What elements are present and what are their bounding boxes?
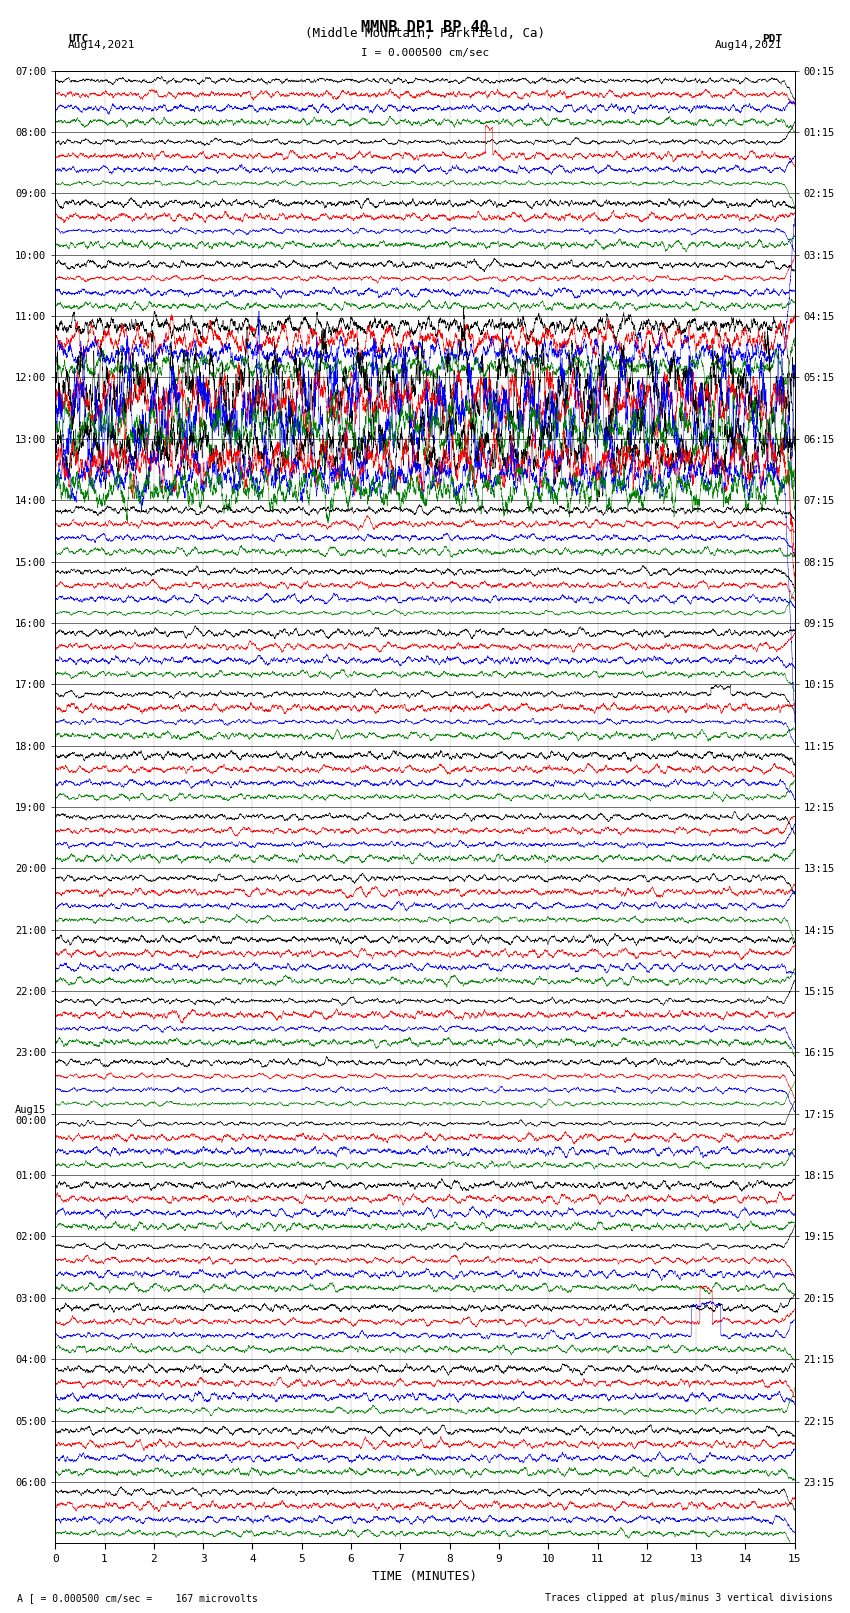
- Text: PDT: PDT: [762, 34, 782, 44]
- Text: A [ = 0.000500 cm/sec =    167 microvolts: A [ = 0.000500 cm/sec = 167 microvolts: [17, 1594, 258, 1603]
- Text: Traces clipped at plus/minus 3 vertical divisions: Traces clipped at plus/minus 3 vertical …: [545, 1594, 833, 1603]
- Text: Aug14,2021: Aug14,2021: [715, 40, 782, 50]
- X-axis label: TIME (MINUTES): TIME (MINUTES): [372, 1569, 478, 1582]
- Text: Aug14,2021: Aug14,2021: [68, 40, 135, 50]
- Text: (Middle Mountain, Parkfield, Ca): (Middle Mountain, Parkfield, Ca): [305, 27, 545, 40]
- Text: MMNB DP1 BP 40: MMNB DP1 BP 40: [361, 19, 489, 35]
- Text: UTC: UTC: [68, 34, 88, 44]
- Text: I = 0.000500 cm/sec: I = 0.000500 cm/sec: [361, 48, 489, 58]
